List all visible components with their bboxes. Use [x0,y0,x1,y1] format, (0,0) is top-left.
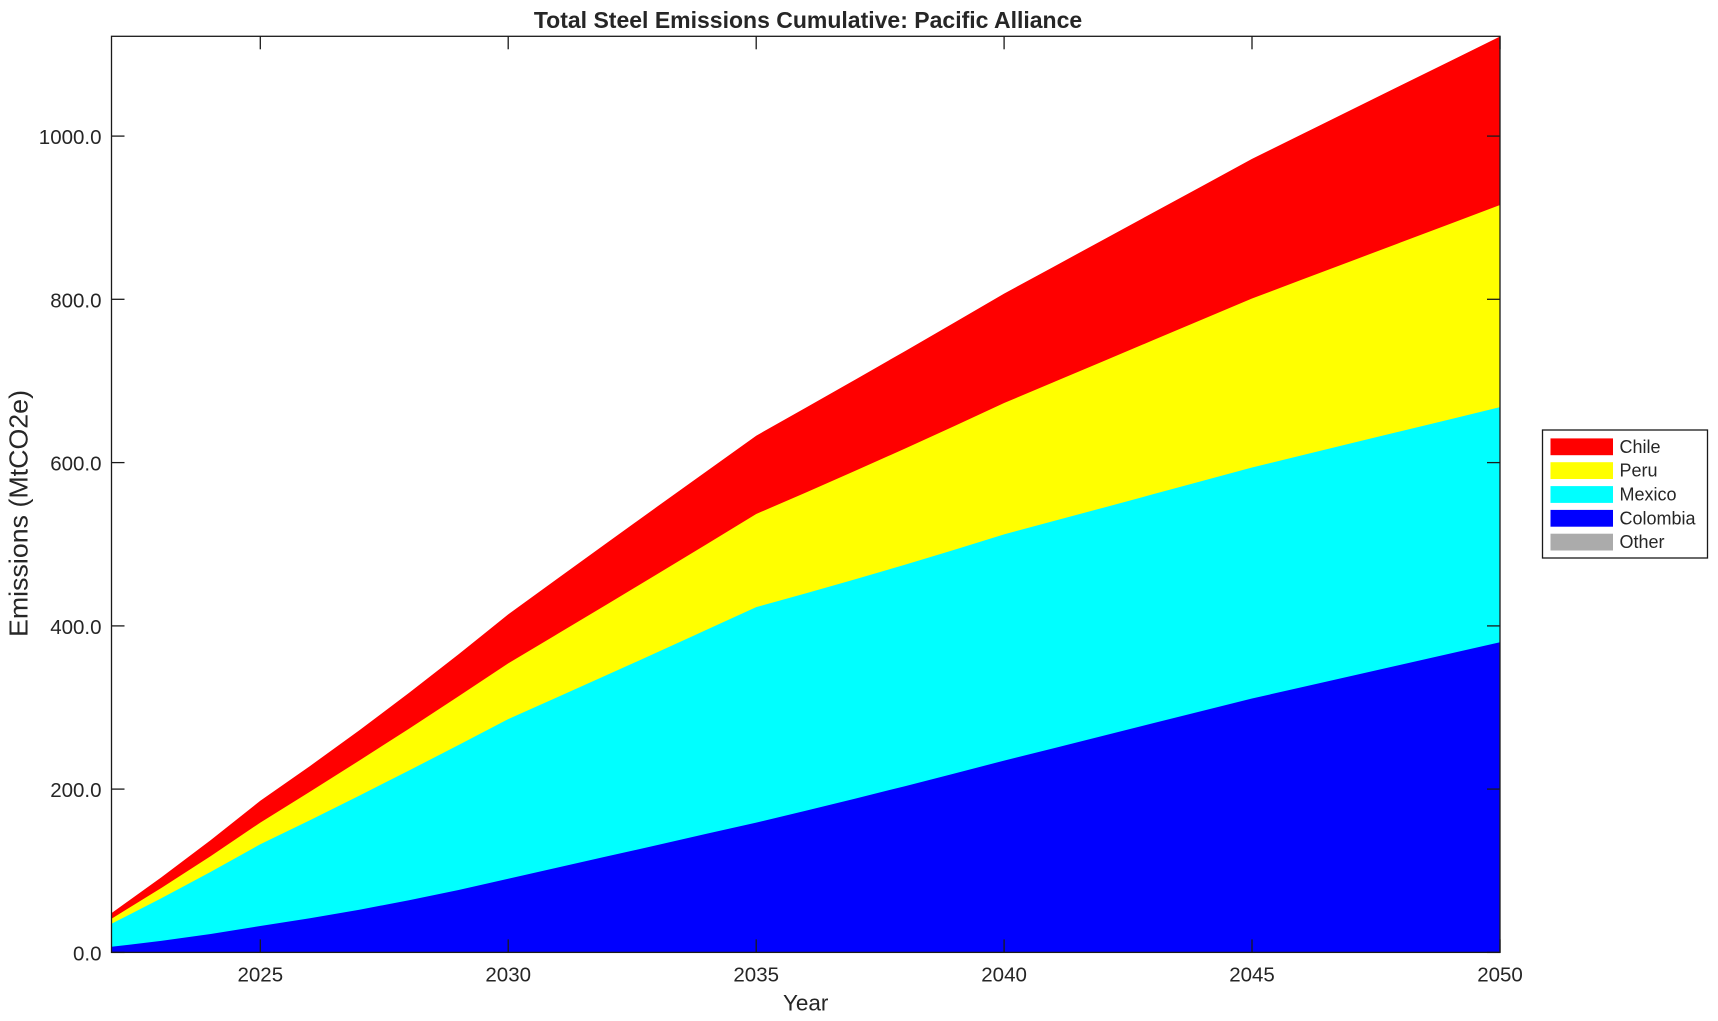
svg-text:2050: 2050 [1477,964,1523,987]
svg-text:2045: 2045 [1229,964,1275,987]
svg-text:Chile: Chile [1620,437,1661,457]
svg-text:Peru: Peru [1620,461,1658,481]
svg-text:Total Steel Emissions Cumulati: Total Steel Emissions Cumulative: Pacifi… [534,7,1082,33]
svg-text:Year: Year [783,991,829,1016]
svg-text:2035: 2035 [733,964,779,987]
svg-text:Emissions (MtCO2e): Emissions (MtCO2e) [4,390,34,637]
svg-text:2025: 2025 [237,964,283,987]
svg-text:800.0: 800.0 [50,289,101,312]
svg-text:600.0: 600.0 [50,453,101,476]
svg-text:2030: 2030 [485,964,531,987]
svg-text:Colombia: Colombia [1620,508,1697,528]
svg-text:Mexico: Mexico [1620,485,1677,505]
svg-text:200.0: 200.0 [50,779,101,802]
svg-text:400.0: 400.0 [50,616,101,639]
svg-text:2040: 2040 [981,964,1027,987]
svg-text:Other: Other [1620,532,1665,552]
svg-text:1000.0: 1000.0 [39,126,102,149]
svg-text:0.0: 0.0 [73,942,102,965]
